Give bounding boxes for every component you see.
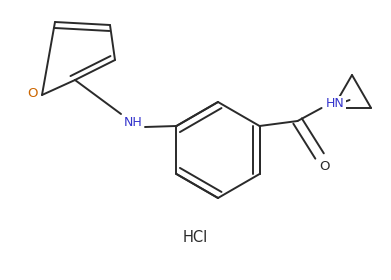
- Text: HN: HN: [326, 97, 345, 109]
- Text: NH: NH: [124, 116, 142, 129]
- Text: O: O: [319, 160, 330, 172]
- Text: HCl: HCl: [182, 230, 208, 246]
- Text: O: O: [27, 87, 37, 99]
